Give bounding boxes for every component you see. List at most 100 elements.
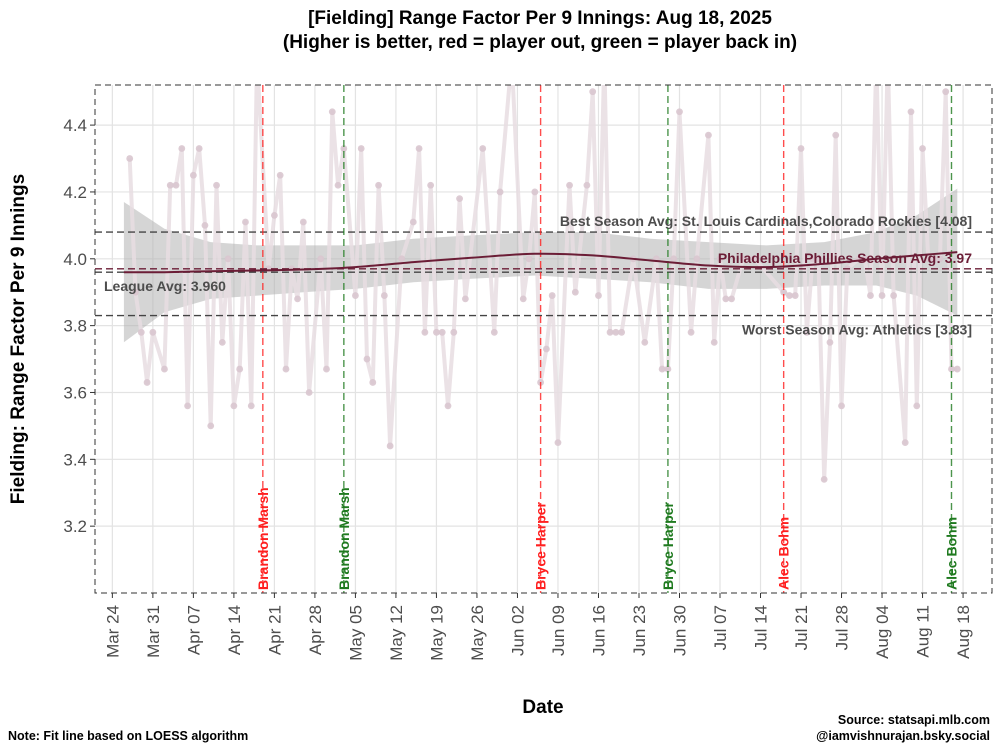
data-point <box>739 255 747 263</box>
data-point <box>612 328 620 336</box>
data-point <box>375 181 382 189</box>
x-tick-label: May 26 <box>468 605 487 661</box>
x-tick-label: Jul 21 <box>792 605 811 650</box>
chart-title: [Fielding] Range Factor Per 9 Innings: A… <box>308 8 772 29</box>
data-point <box>363 355 371 363</box>
event-label: Alec Bohm <box>776 517 792 590</box>
data-point <box>195 145 203 152</box>
y-tick-label: 4.0 <box>63 250 87 269</box>
y-tick-label: 3.4 <box>63 450 87 469</box>
data-point <box>328 108 336 116</box>
data-point <box>294 295 301 303</box>
x-tick-label: Apr 14 <box>225 605 244 655</box>
data-point <box>670 255 678 263</box>
data-point <box>751 255 759 263</box>
data-point <box>913 402 921 410</box>
data-point <box>149 328 157 336</box>
data-point <box>901 439 909 447</box>
series-layer <box>126 85 961 483</box>
data-point <box>236 365 244 373</box>
y-tick-label: 4.2 <box>63 183 87 202</box>
data-point <box>276 171 284 179</box>
data-point <box>525 255 533 263</box>
data-point <box>658 365 666 373</box>
data-point <box>461 295 469 303</box>
data-point <box>184 402 191 410</box>
x-tick-label: Aug 18 <box>954 605 973 659</box>
data-point <box>299 218 307 226</box>
reference-label: Best Season Avg: St. Louis Cardinals,Col… <box>560 213 972 229</box>
data-point <box>213 181 220 189</box>
loess-fit-layer <box>123 251 958 274</box>
data-point <box>224 255 232 263</box>
x-tick-label: Jun 02 <box>508 605 527 656</box>
data-point <box>172 181 180 189</box>
data-point <box>838 402 845 410</box>
data-point <box>566 181 573 189</box>
data-point <box>919 145 926 152</box>
data-point <box>710 338 718 346</box>
data-point <box>820 475 828 483</box>
footer-source: Source: statsapi.mlb.com <box>838 713 990 727</box>
plot-border <box>94 84 993 594</box>
data-point <box>791 292 799 299</box>
data-point <box>867 292 874 299</box>
data-point <box>705 131 712 139</box>
data-point <box>357 145 365 152</box>
event-label: Bryce Harper <box>660 502 676 590</box>
x-tick-label: Jul 07 <box>711 605 730 650</box>
y-tick-label: 4.4 <box>63 116 87 135</box>
data-point <box>722 295 730 303</box>
loess-fit-line <box>123 251 958 274</box>
data-point <box>745 255 753 263</box>
reference-lines-layer: Best Season Avg: St. Louis Cardinals,Col… <box>95 213 992 338</box>
data-point <box>687 328 695 336</box>
chart-subtitle: (Higher is better, red = player out, gre… <box>283 32 797 53</box>
event-label: Alec Bohm <box>943 517 959 590</box>
data-point <box>242 218 249 226</box>
reference-label: Philadelphia Phillies Season Avg: 3.97 <box>718 250 972 266</box>
data-point <box>809 255 816 263</box>
y-axis-title: Fielding: Range Factor Per 9 Innings <box>8 174 29 504</box>
x-tick-label: Mar 24 <box>103 605 122 658</box>
y-tick-label: 3.6 <box>63 383 87 402</box>
data-point <box>305 389 313 396</box>
data-point <box>571 288 579 296</box>
event-label: Bryce Harper <box>533 502 549 590</box>
data-point <box>953 365 961 373</box>
data-point <box>583 181 591 189</box>
data-point <box>832 131 840 139</box>
data-point <box>143 379 151 386</box>
event-lines-layer: Brandon Marsh Brandon Marsh Bryce Harper Br… <box>255 85 959 593</box>
data-point <box>438 328 446 336</box>
x-tick-label: Aug 11 <box>914 605 933 658</box>
data-point <box>207 422 215 430</box>
data-point <box>137 328 145 336</box>
data-point <box>340 145 348 152</box>
data-point <box>531 188 539 196</box>
data-point <box>230 402 238 410</box>
data-point <box>803 328 811 336</box>
data-point <box>201 221 209 229</box>
data-point <box>323 365 330 373</box>
footer-credit: @iamvishnurajan.bsky.social <box>816 729 990 743</box>
x-tick-label: Apr 28 <box>306 605 325 655</box>
data-point <box>814 255 822 263</box>
data-point <box>676 108 683 116</box>
data-point <box>189 171 197 179</box>
x-axis-title: Date <box>522 697 563 718</box>
data-point <box>595 292 602 299</box>
x-tick-label: Jun 09 <box>549 605 568 656</box>
data-point <box>641 338 649 346</box>
footer-note: Note: Fit line based on LOESS algorithm <box>8 729 248 743</box>
data-point <box>890 292 898 299</box>
data-point <box>664 365 672 373</box>
data-point <box>797 145 805 152</box>
event-label: Brandon Marsh <box>255 487 271 590</box>
data-point <box>479 145 487 152</box>
data-point <box>421 328 429 336</box>
data-point <box>271 211 278 219</box>
data-point <box>178 145 186 152</box>
y-tick-label: 3.2 <box>63 517 87 536</box>
